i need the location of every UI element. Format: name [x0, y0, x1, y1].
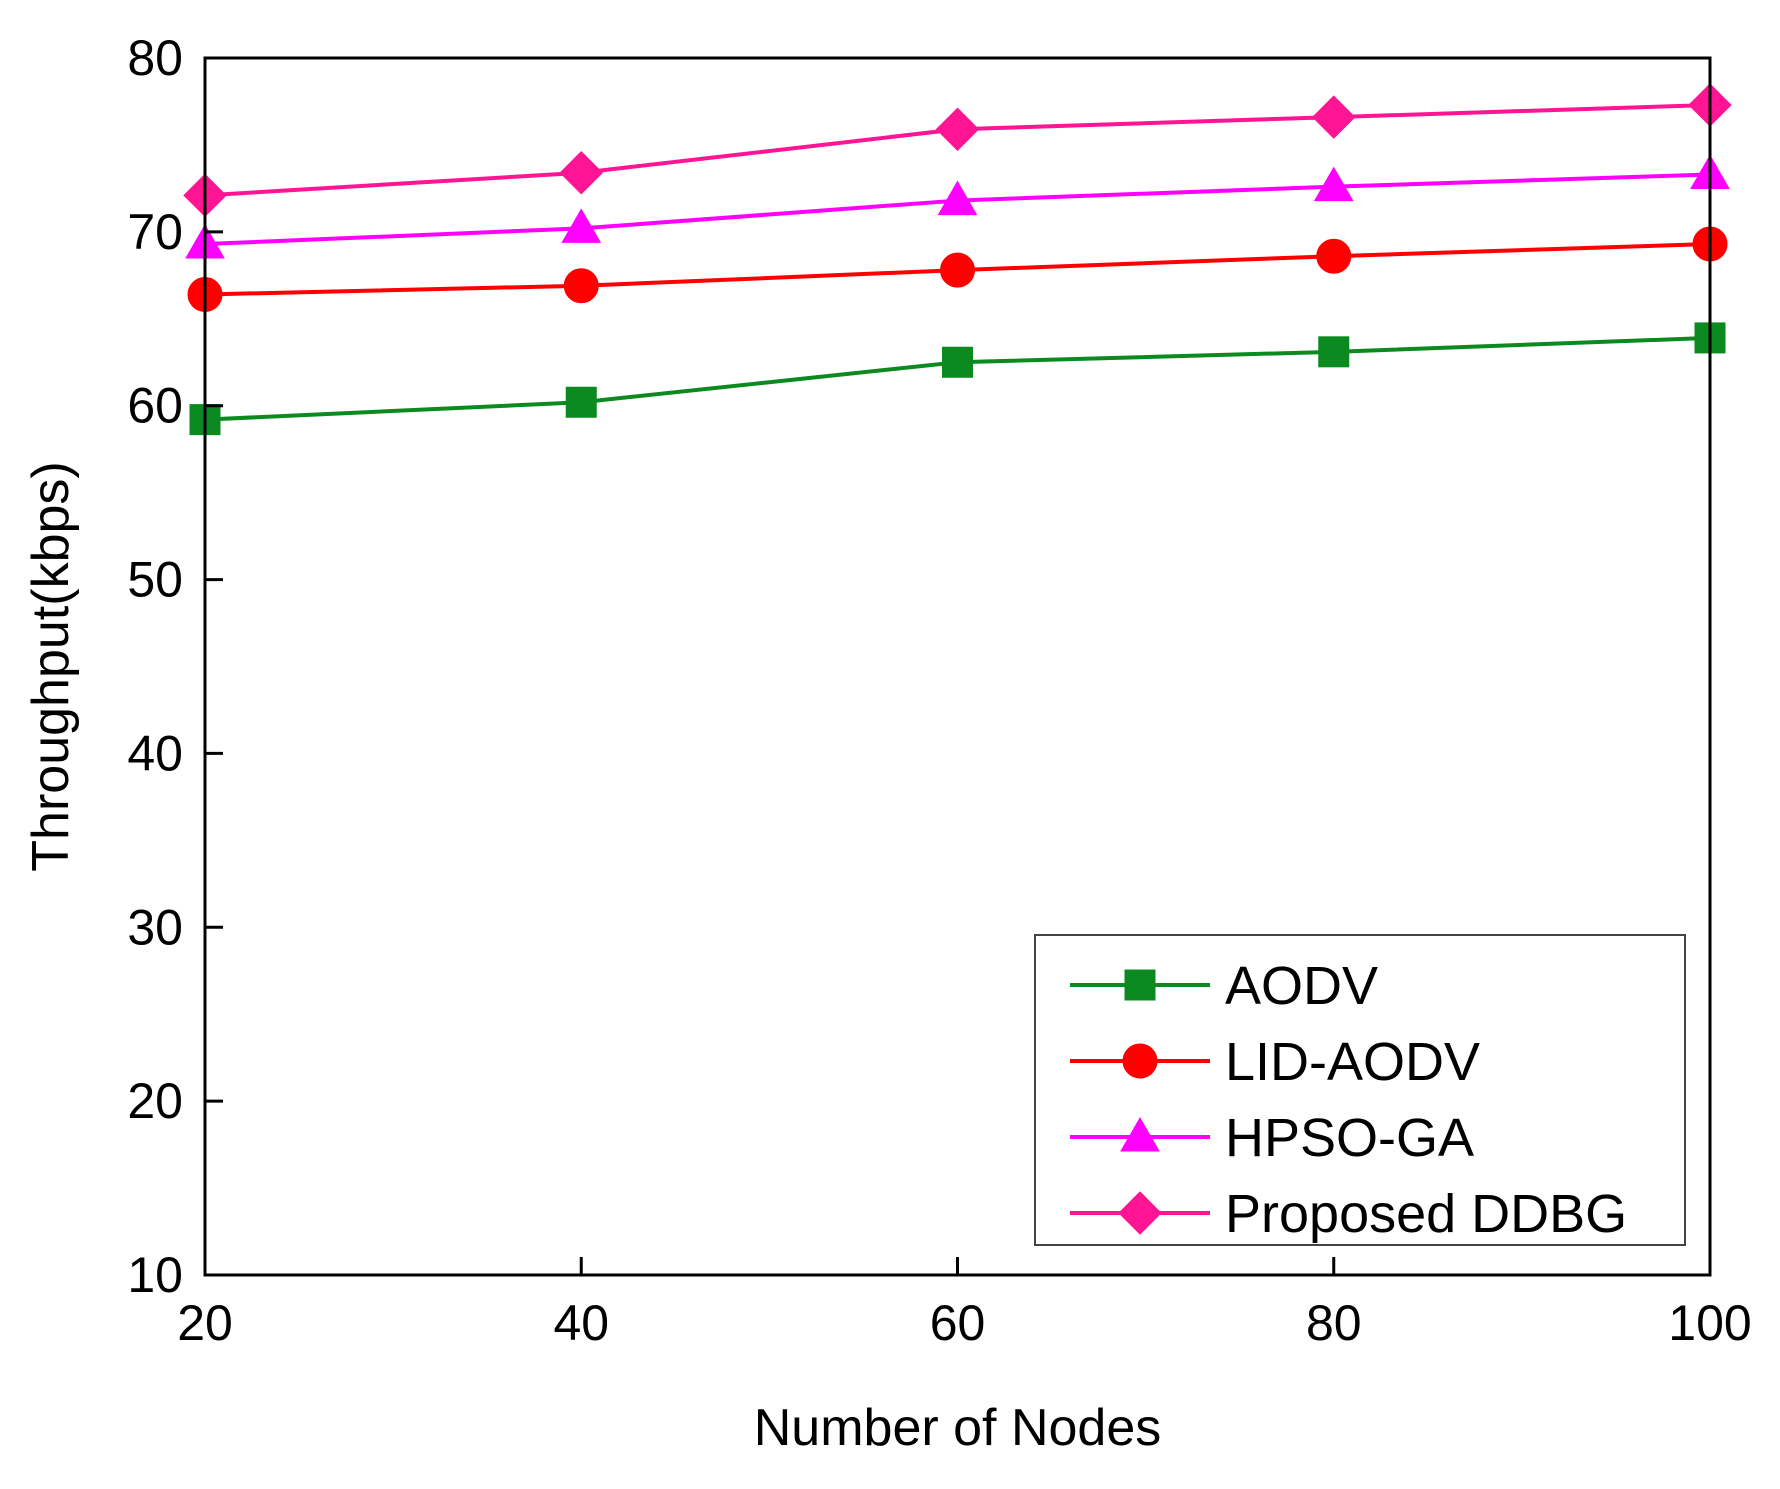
legend-label: AODV — [1225, 956, 1378, 1016]
data-point — [1312, 95, 1356, 139]
data-point — [1316, 238, 1352, 274]
y-tick-label: 50 — [127, 552, 183, 608]
y-tick-label: 70 — [127, 204, 183, 260]
data-point — [1313, 166, 1354, 202]
y-tick-label: 20 — [127, 1073, 183, 1129]
data-point — [565, 386, 597, 418]
y-axis-title: Throughput(kbps) — [22, 461, 80, 871]
x-tick-label: 80 — [1306, 1295, 1362, 1351]
data-point — [1318, 336, 1350, 368]
data-point — [940, 252, 975, 288]
legend-item: HPSO-GA — [1070, 1108, 1474, 1168]
y-tick-label: 80 — [127, 30, 183, 86]
legend-item: Proposed DDBG — [1070, 1184, 1627, 1244]
legend: AODV LID-AODV HPSO-GA Proposed DDBG — [1034, 934, 1686, 1246]
x-tick-label: 60 — [930, 1295, 986, 1351]
legend-item: AODV — [1070, 956, 1378, 1016]
x-axis-title: Number of Nodes — [754, 1399, 1162, 1457]
y-tick-label: 30 — [127, 899, 183, 955]
data-point — [563, 268, 599, 304]
legend-label: HPSO-GA — [1225, 1108, 1474, 1168]
data-point — [561, 208, 602, 243]
data-point — [937, 180, 978, 216]
data-point — [942, 346, 973, 378]
x-tick-label: 40 — [553, 1295, 609, 1351]
x-tick-label: 100 — [1668, 1295, 1751, 1351]
data-point — [935, 107, 980, 151]
legend-item: LID-AODV — [1070, 1032, 1480, 1092]
legend-marker — [1122, 1043, 1158, 1079]
y-tick-label: 10 — [127, 1247, 183, 1303]
x-tick-label: 20 — [177, 1295, 233, 1351]
series-hpso-ga — [185, 154, 1730, 259]
legend-label: Proposed DDBG — [1225, 1184, 1627, 1244]
legend-marker — [1124, 969, 1156, 1001]
legend-marker — [1118, 1191, 1162, 1235]
data-point — [559, 151, 603, 195]
legend-marker — [1120, 1116, 1160, 1152]
y-tick-label: 40 — [127, 725, 183, 781]
y-tick-label: 60 — [127, 378, 183, 434]
legend-label: LID-AODV — [1225, 1032, 1480, 1092]
series-lid-aodv — [187, 226, 1728, 312]
